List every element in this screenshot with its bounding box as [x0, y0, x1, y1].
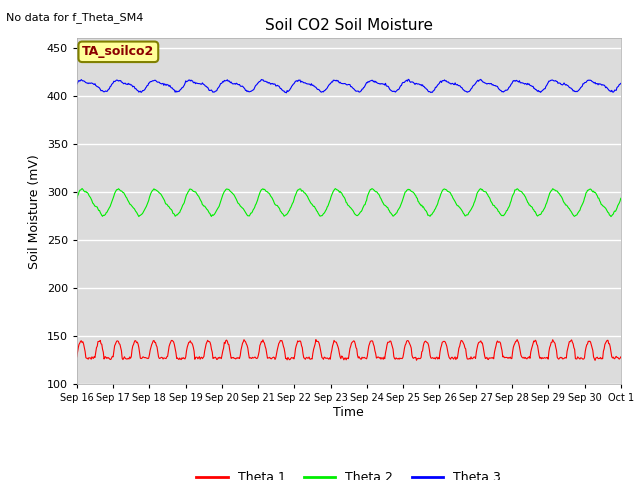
Line: Theta 1: Theta 1	[77, 340, 621, 360]
Text: No data for f_Theta_SM4: No data for f_Theta_SM4	[6, 12, 144, 23]
Theta 2	[617, 195, 625, 201]
Theta 3	[433, 84, 440, 90]
Text: TA_soilco2: TA_soilco2	[82, 45, 154, 58]
Line: Theta 3: Theta 3	[77, 79, 621, 93]
Theta 3	[223, 77, 230, 83]
Theta 3	[417, 82, 424, 88]
Theta 3	[73, 81, 81, 87]
Theta 1	[73, 354, 81, 360]
Theta 1	[416, 356, 424, 361]
Theta 1	[312, 337, 320, 343]
Theta 2	[223, 186, 231, 192]
Theta 1	[431, 356, 439, 362]
Y-axis label: Soil Moisture (mV): Soil Moisture (mV)	[28, 154, 41, 269]
Theta 3	[83, 80, 90, 86]
Theta 2	[140, 209, 147, 215]
Theta 2	[416, 201, 424, 207]
Theta 3	[282, 90, 290, 96]
Theta 2	[607, 214, 615, 219]
Line: Theta 2: Theta 2	[77, 189, 621, 216]
Theta 2	[73, 196, 81, 202]
Theta 2	[78, 186, 86, 192]
Theta 1	[83, 355, 90, 361]
Theta 1	[223, 337, 230, 343]
X-axis label: Time: Time	[333, 406, 364, 419]
Theta 3	[404, 76, 412, 82]
Theta 2	[84, 190, 92, 195]
Theta 3	[139, 88, 147, 94]
Theta 2	[431, 206, 439, 212]
Title: Soil CO2 Soil Moisture: Soil CO2 Soil Moisture	[265, 18, 433, 33]
Legend: Theta 1, Theta 2, Theta 3: Theta 1, Theta 2, Theta 3	[191, 466, 506, 480]
Theta 1	[591, 358, 599, 363]
Theta 3	[194, 81, 202, 86]
Theta 1	[194, 356, 202, 361]
Theta 3	[617, 81, 625, 86]
Theta 1	[139, 354, 147, 360]
Theta 1	[617, 354, 625, 360]
Theta 2	[195, 193, 202, 199]
